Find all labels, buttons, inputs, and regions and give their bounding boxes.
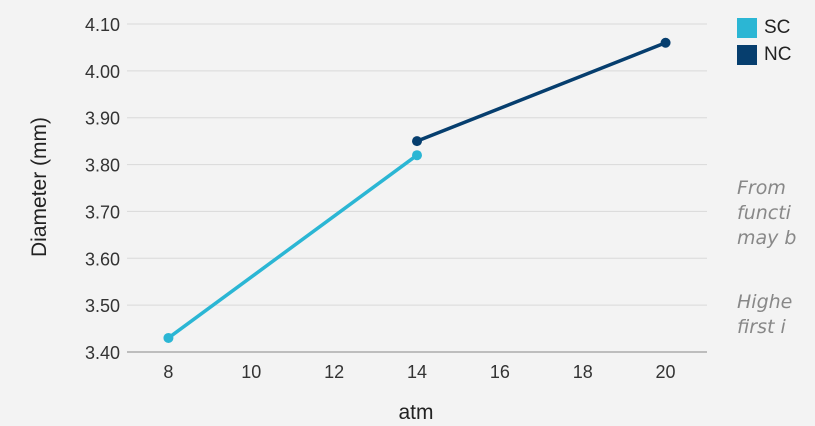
legend-label-sc: SC [764, 16, 791, 38]
x-axis-ticks: 8 10 12 14 16 18 20 [163, 362, 675, 382]
y-tick-label: 3.80 [85, 156, 120, 176]
note-2-line-2: first i [737, 316, 786, 338]
y-tick-label: 3.40 [85, 343, 120, 363]
legend-item-nc: NC [737, 41, 791, 68]
series-line-sc [166, 153, 419, 340]
x-tick-label: 16 [490, 362, 510, 382]
x-tick-label: 20 [656, 362, 676, 382]
series-layer [163, 37, 671, 343]
note-text-2: Highe first i [737, 290, 792, 340]
y-tick-label: 3.50 [85, 296, 120, 316]
note-1-line-3: may b [737, 227, 797, 249]
legend-swatch-sc [737, 17, 757, 38]
x-tick-label: 14 [407, 362, 427, 382]
y-tick-label: 4.10 [85, 15, 120, 35]
y-tick-label: 3.90 [85, 109, 120, 129]
x-tick-label: 12 [324, 362, 344, 382]
y-tick-label: 3.60 [85, 249, 120, 269]
y-tick-label: 4.00 [85, 62, 120, 82]
legend: SC NC [737, 14, 791, 68]
x-tick-label: 18 [573, 362, 593, 382]
y-tick-label: 3.70 [85, 202, 120, 222]
legend-swatch-nc [737, 44, 757, 65]
note-text-1: From functi may b [737, 176, 797, 251]
data-point-nc [660, 37, 671, 48]
series-line-nc [415, 40, 668, 143]
y-axis-label: Diameter (mm) [28, 117, 51, 257]
data-point-nc [412, 136, 422, 147]
data-point-sc [412, 150, 422, 161]
x-axis-label: atm [398, 401, 433, 424]
legend-item-sc: SC [737, 14, 791, 41]
data-point-sc [163, 332, 174, 343]
note-1-line-2: functi [737, 202, 791, 224]
legend-label-nc: NC [764, 43, 792, 65]
x-tick-label: 8 [163, 362, 173, 382]
grid [127, 23, 707, 306]
y-axis-ticks: 3.40 3.50 3.60 3.70 3.80 3.90 4.00 4.10 [85, 15, 120, 363]
note-1-line-1: From [737, 177, 786, 199]
note-2-line-1: Highe [737, 291, 793, 313]
x-tick-label: 10 [241, 362, 261, 382]
